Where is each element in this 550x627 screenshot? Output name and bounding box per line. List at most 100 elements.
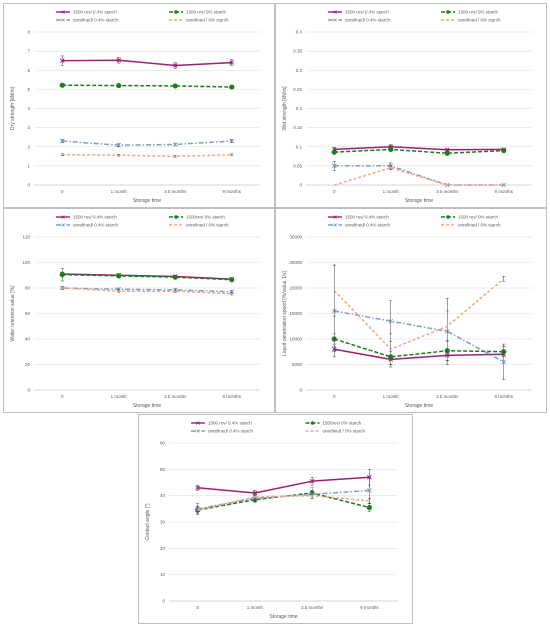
data-point	[116, 82, 122, 89]
series-line	[62, 287, 232, 295]
data-point	[172, 63, 178, 68]
data-point	[254, 496, 256, 498]
data-point	[229, 277, 235, 283]
x-axis-title: Storage time	[133, 403, 162, 409]
legend-entry: unrefined / 0% starch	[305, 429, 366, 434]
legend-entry: 1500 rev/ 0.4% starch	[328, 215, 389, 220]
y-tick-label: 0	[299, 183, 302, 188]
series-line	[334, 338, 504, 358]
y-axis-title: Liquid penetration speed [%/value 1/s]	[282, 270, 288, 355]
legend-entry: unrefined / 0% starch	[169, 18, 229, 23]
y-tick-label: 0	[299, 388, 302, 393]
data-point	[446, 184, 448, 186]
water-retention-chart: 1500 rev/ 0.4% starch 1500rev/ 0% starch u…	[3, 208, 275, 413]
data-point	[390, 348, 392, 350]
liquid-penetration-chart: 1500 rev/ 0.4% starch 1500 rev/ 0% starch…	[275, 208, 547, 413]
data-point	[231, 293, 233, 295]
y-tick-label: 10	[160, 572, 166, 577]
legend-label: unrefined/ 0.4% starch	[208, 429, 254, 434]
legend-label: unrefined / 0% starch	[186, 223, 229, 228]
data-point	[61, 154, 63, 156]
legend-label: unrefined / 0% starch	[458, 223, 501, 228]
legend-label: 1500 rev/ 0% starch	[186, 10, 227, 15]
x-tick-label: 3.5 months	[301, 605, 324, 610]
x-tick-label: 3.5 months	[164, 394, 187, 399]
data-point	[116, 57, 122, 63]
data-point	[174, 155, 176, 157]
x-axis-title: Storage time	[405, 403, 434, 409]
x-tick-label: 0	[196, 605, 199, 610]
legend-label: unrefined/ 0.4% starch	[73, 18, 119, 23]
chart-svg: 1500 rev/ 0.4% starch 1500rev/ 0% starch u…	[145, 421, 398, 620]
legend-entry: 1500 rev/ 0% starch	[441, 10, 499, 15]
legend-label: unrefined / 0% starch	[186, 18, 229, 23]
legend-entry: unrefined / 0% starch	[169, 223, 229, 228]
legend-entry: unrefined / 0% starch	[441, 223, 501, 228]
data-point	[366, 504, 372, 511]
series-line	[197, 476, 370, 494]
x-tick-label: 3.5 months	[436, 394, 459, 399]
x-tick-label: 1 month	[247, 605, 264, 610]
data-point	[229, 84, 235, 90]
legend-entry: unrefined/ 0.4% starch	[328, 223, 391, 228]
y-tick-label: 0	[27, 183, 30, 188]
data-point	[118, 154, 120, 156]
y-tick-label: 0.25	[293, 87, 302, 92]
data-point	[197, 509, 199, 511]
y-tick-label: 0.1	[296, 144, 303, 149]
legend-label: 1500 rev/ 0.4% starch	[345, 215, 389, 220]
data-point	[390, 167, 392, 169]
legend-entry: unrefined/ 0.4% starch	[56, 223, 119, 228]
y-tick-label: 5	[27, 87, 30, 92]
y-tick-label: 10000	[289, 337, 302, 342]
series-line	[333, 278, 505, 350]
y-tick-label: 4	[27, 106, 30, 111]
y-tick-label: 0.4	[296, 30, 303, 35]
series-line	[62, 273, 232, 281]
y-tick-label: 3	[27, 125, 30, 130]
data-point	[195, 485, 200, 491]
data-point	[501, 359, 507, 365]
data-point	[503, 184, 505, 186]
x-tick-label: 1 month	[111, 394, 128, 399]
y-tick-label: 0.3	[296, 68, 303, 73]
y-axis-title: Water retention value [%]	[10, 285, 16, 342]
y-tick-label: 15000	[289, 311, 302, 316]
legend-entry: unrefined/ 0.4% starch	[191, 429, 254, 434]
y-tick-label: 20000	[289, 286, 302, 291]
data-point	[367, 488, 372, 493]
series-line	[62, 140, 232, 146]
chart-svg: 1500 rev/ 0.4% starch 1500 rev/ 0% starch…	[282, 215, 532, 409]
data-point	[311, 495, 313, 497]
y-tick-label: 100	[22, 260, 30, 265]
data-point	[59, 272, 65, 278]
y-tick-label: 7	[27, 49, 30, 54]
data-point	[118, 290, 120, 292]
legend-entry: 1500rev/ 0% starch	[305, 421, 362, 426]
data-point	[229, 289, 235, 295]
data-point	[333, 184, 335, 186]
x-axis-title: Storage time	[269, 614, 298, 620]
series-line	[62, 154, 232, 158]
data-point	[388, 318, 394, 324]
series-line	[62, 287, 232, 293]
data-point	[444, 150, 450, 156]
x-tick-label: 9 months	[360, 605, 379, 610]
legend-entry: 1500 rev/ 0% starch	[169, 10, 227, 15]
x-tick-label: 1 month	[111, 189, 128, 194]
data-point	[333, 289, 335, 292]
y-tick-label: 0.35	[293, 49, 302, 54]
data-point	[59, 138, 65, 144]
legend-label: unrefined/ 0.4% starch	[73, 223, 119, 228]
series-line	[62, 59, 232, 67]
y-tick-label: 2	[27, 144, 30, 149]
y-tick-label: 0	[27, 388, 30, 393]
x-axis-title: Storage time	[405, 198, 434, 204]
legend-entry: 1500 rev/ 0.4% starch	[191, 421, 252, 426]
data-point	[503, 278, 505, 280]
y-axis-title: Dry strength [kN/m]	[10, 86, 16, 130]
legend-entry: 1500 rev/ 0.4% starch	[56, 215, 117, 220]
legend-entry: unrefined / 0% starch	[441, 18, 501, 23]
data-point	[59, 82, 65, 88]
y-tick-label: 40	[160, 493, 166, 498]
